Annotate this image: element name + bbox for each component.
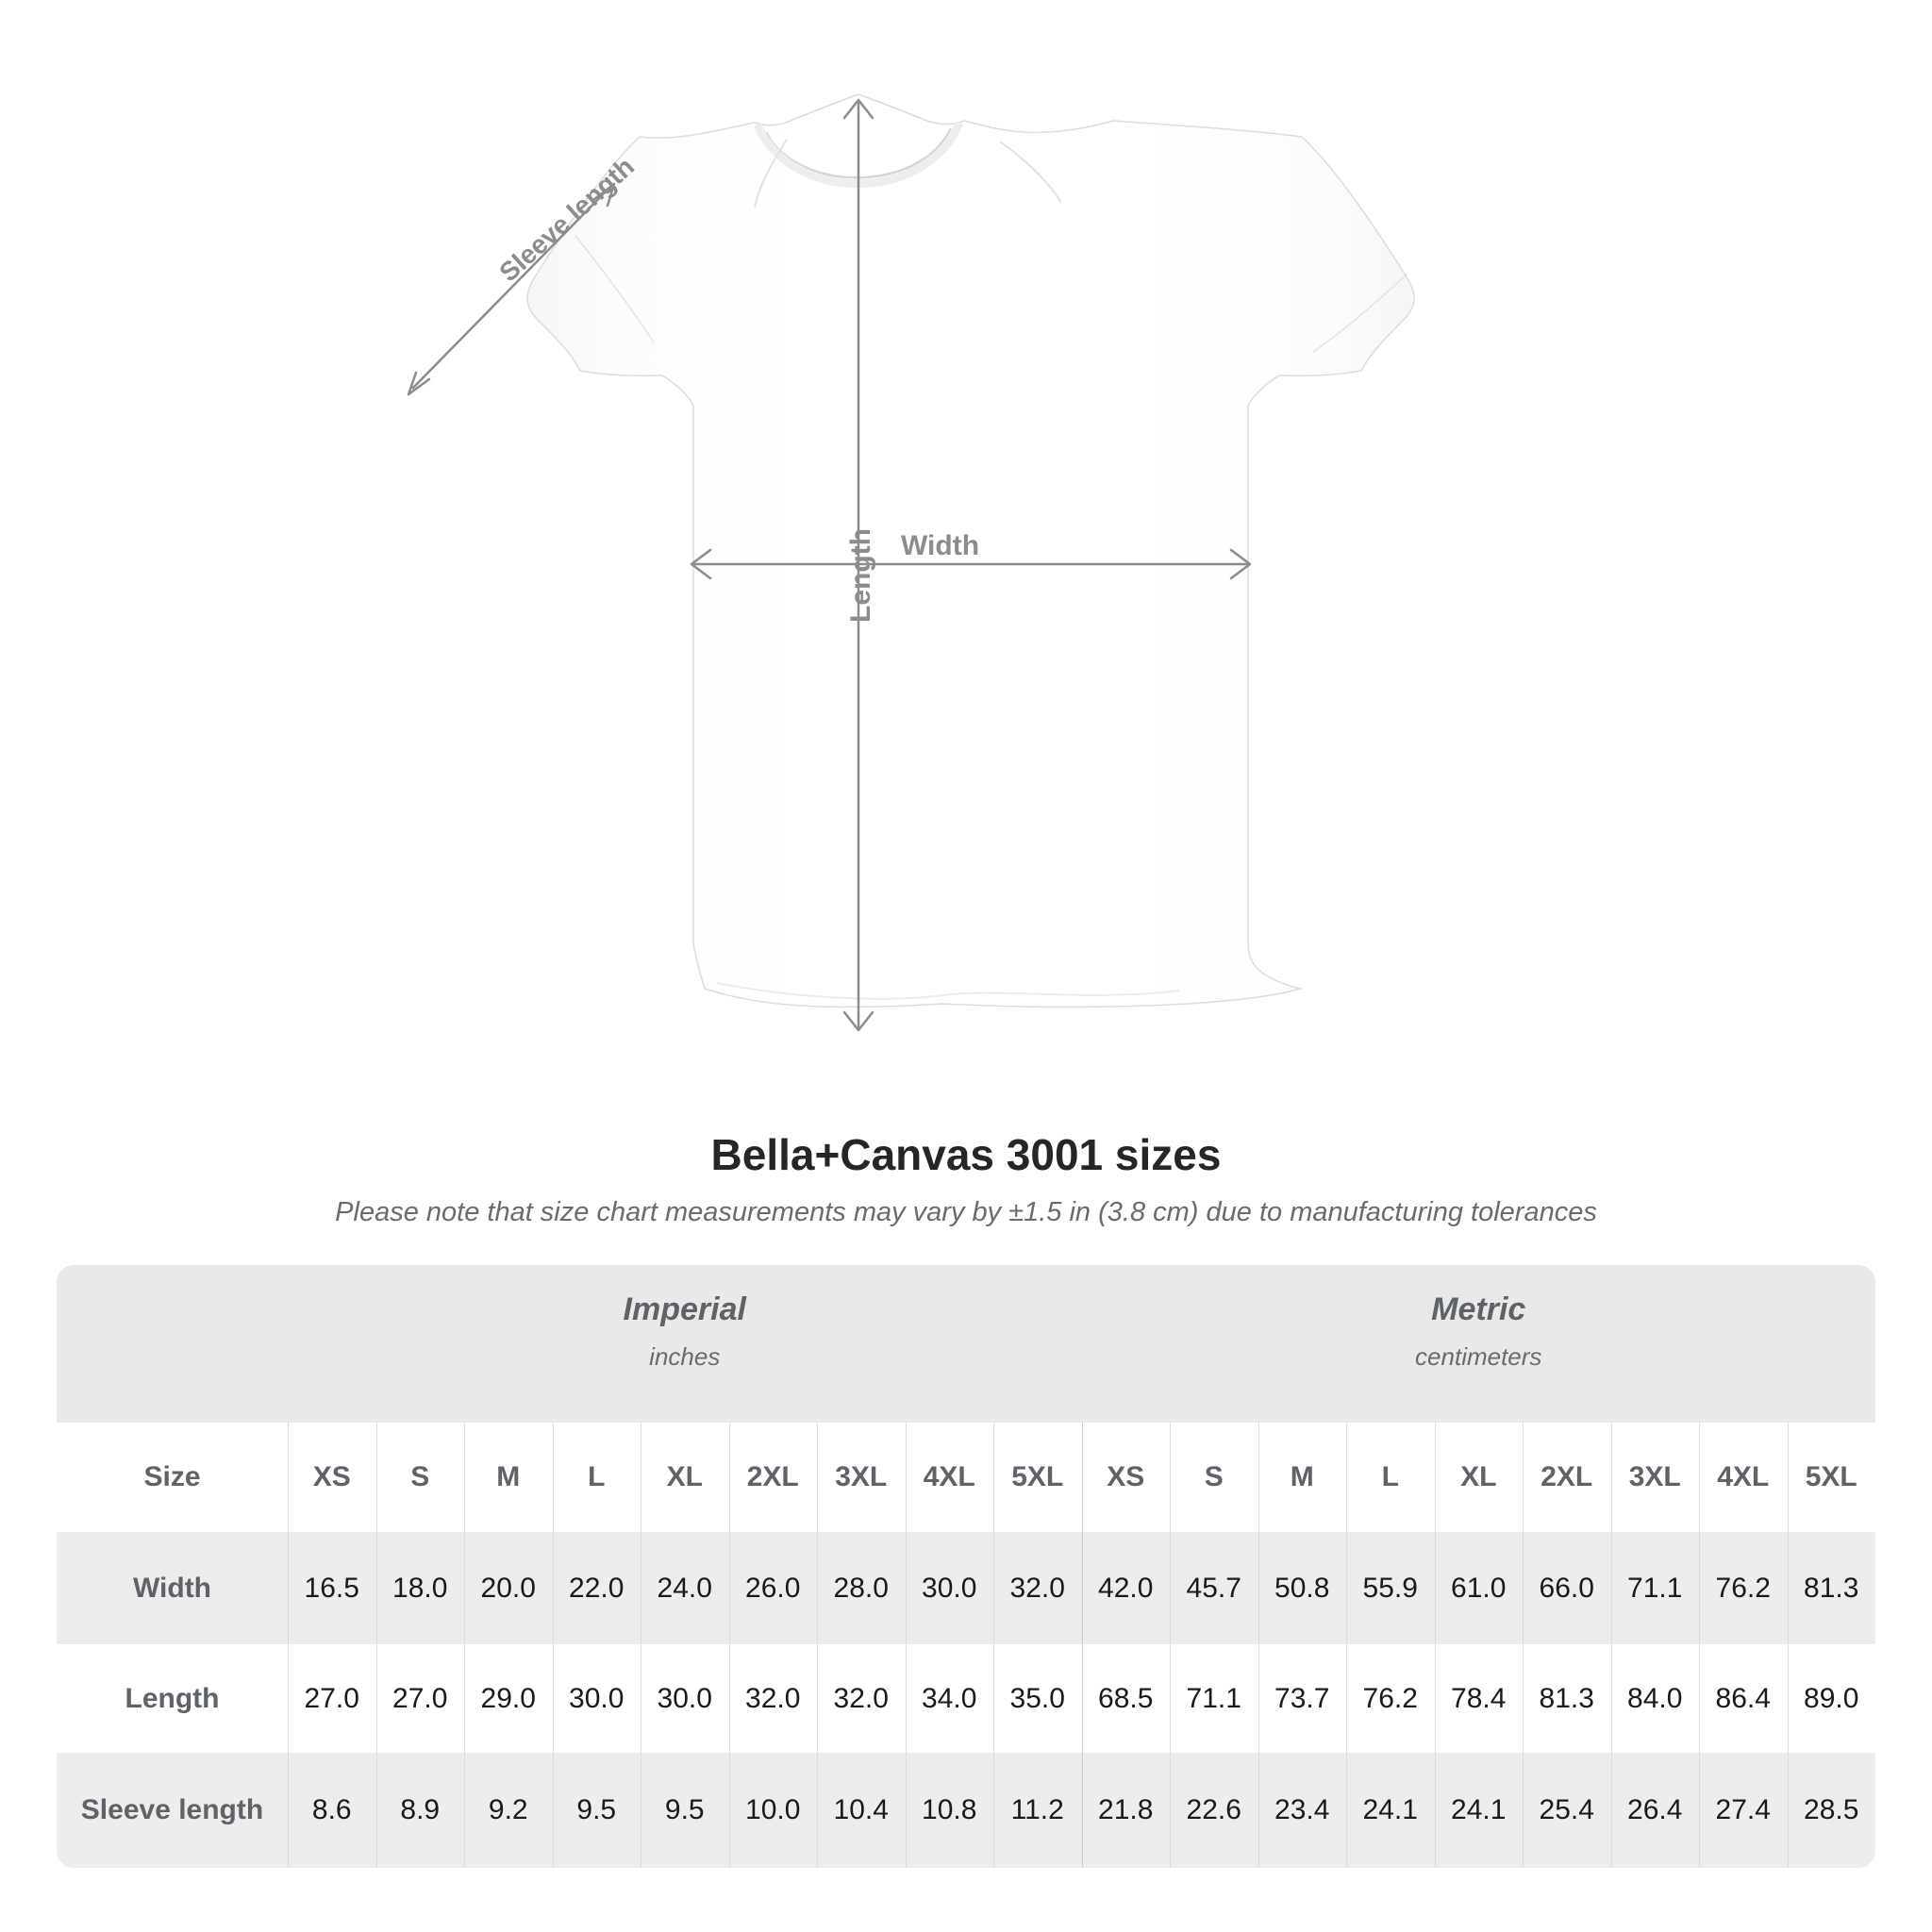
svg-text:Sleeve length: Sleeve length bbox=[493, 152, 640, 288]
svg-text:Width: Width bbox=[901, 530, 979, 561]
svg-text:Length: Length bbox=[845, 528, 876, 623]
